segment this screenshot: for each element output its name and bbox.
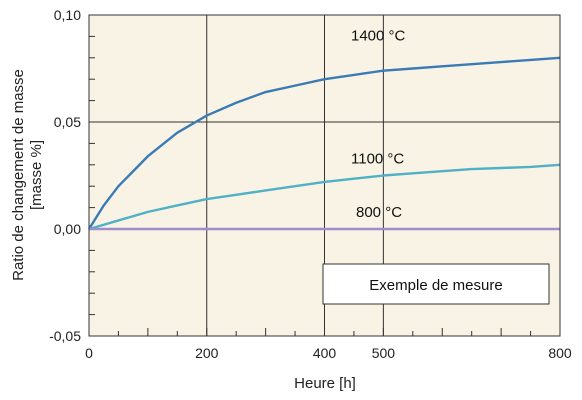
series-label-2: 800 °C <box>356 204 402 221</box>
y-tick-labels: -0,05 0,00 0,05 0,10 <box>49 7 81 344</box>
y-tick-label: 0,00 <box>54 221 81 237</box>
y-tick-label: 0,10 <box>54 7 81 23</box>
x-tick-label: 200 <box>195 345 219 361</box>
x-tick-label: 800 <box>548 345 572 361</box>
plot-frame <box>88 14 561 337</box>
y-axis-title-line2: [masse %] <box>28 140 45 210</box>
series-label-1: 1100 °C <box>351 151 404 168</box>
x-tick-labels: 0 200 400 500 800 <box>85 345 572 361</box>
annotation-box: Exemple de mesure <box>322 263 550 305</box>
annotation-box-text: Exemple de mesure <box>369 277 502 294</box>
x-tick-label: 400 <box>313 345 337 361</box>
series-layer <box>87 56 561 231</box>
y-tick-label: 0,05 <box>54 114 81 130</box>
y-tick-label: -0,05 <box>49 328 81 344</box>
y-axis-title-line1: Ratio de changement de masse <box>10 69 27 281</box>
series-line-0 <box>87 56 561 230</box>
annotation-box-frame <box>322 263 550 305</box>
x-tick-label: 500 <box>372 345 396 361</box>
x-axis-title: Heure [h] <box>294 375 356 392</box>
series-line-1 <box>88 163 561 231</box>
series-label-0: 1400 °C <box>351 28 406 45</box>
series-labels: 1400 °C 1100 °C 800 °C <box>351 28 406 222</box>
x-tick-label: 0 <box>85 345 93 361</box>
